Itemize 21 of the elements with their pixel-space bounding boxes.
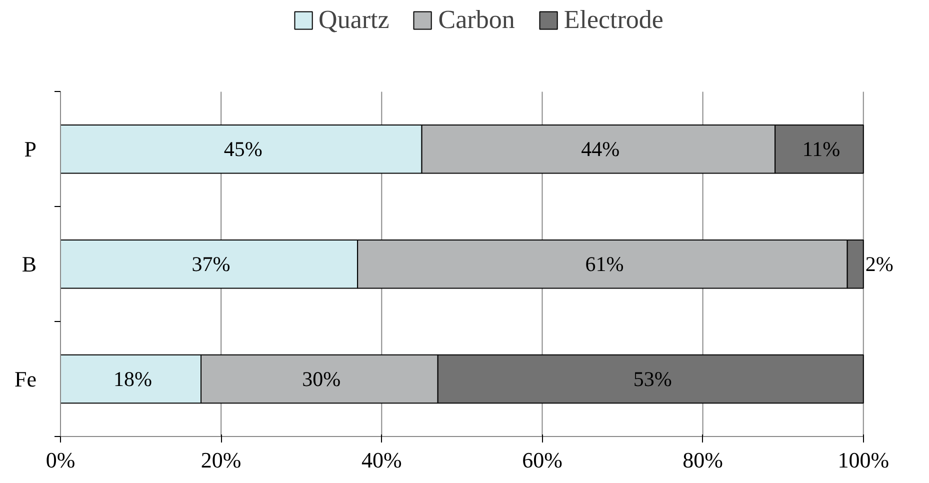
data-label: 30% [302,367,341,392]
x-tick-label: 100% [838,448,890,472]
legend-label: Carbon [438,5,515,35]
x-tick-label: 0% [46,448,76,472]
data-label: 2% [865,252,894,276]
legend-label: Quartz [318,5,390,35]
data-label: 11% [802,137,840,162]
y-tick-label: Fe [14,366,36,392]
data-label: 18% [114,367,152,392]
data-label: 37% [192,252,230,276]
y-tick-label: B [22,252,37,277]
data-label: 53% [633,367,672,392]
legend-label: Electrode [564,5,664,35]
x-tick-label: 20% [200,448,242,472]
x-tick-label: 80% [682,448,723,472]
data-label: 45% [224,137,262,162]
data-label: 61% [585,252,624,276]
x-tick-label: 60% [522,448,562,472]
y-tick-label: P [24,136,37,162]
data-label: 44% [581,137,620,162]
x-tick-label: 40% [361,448,402,472]
